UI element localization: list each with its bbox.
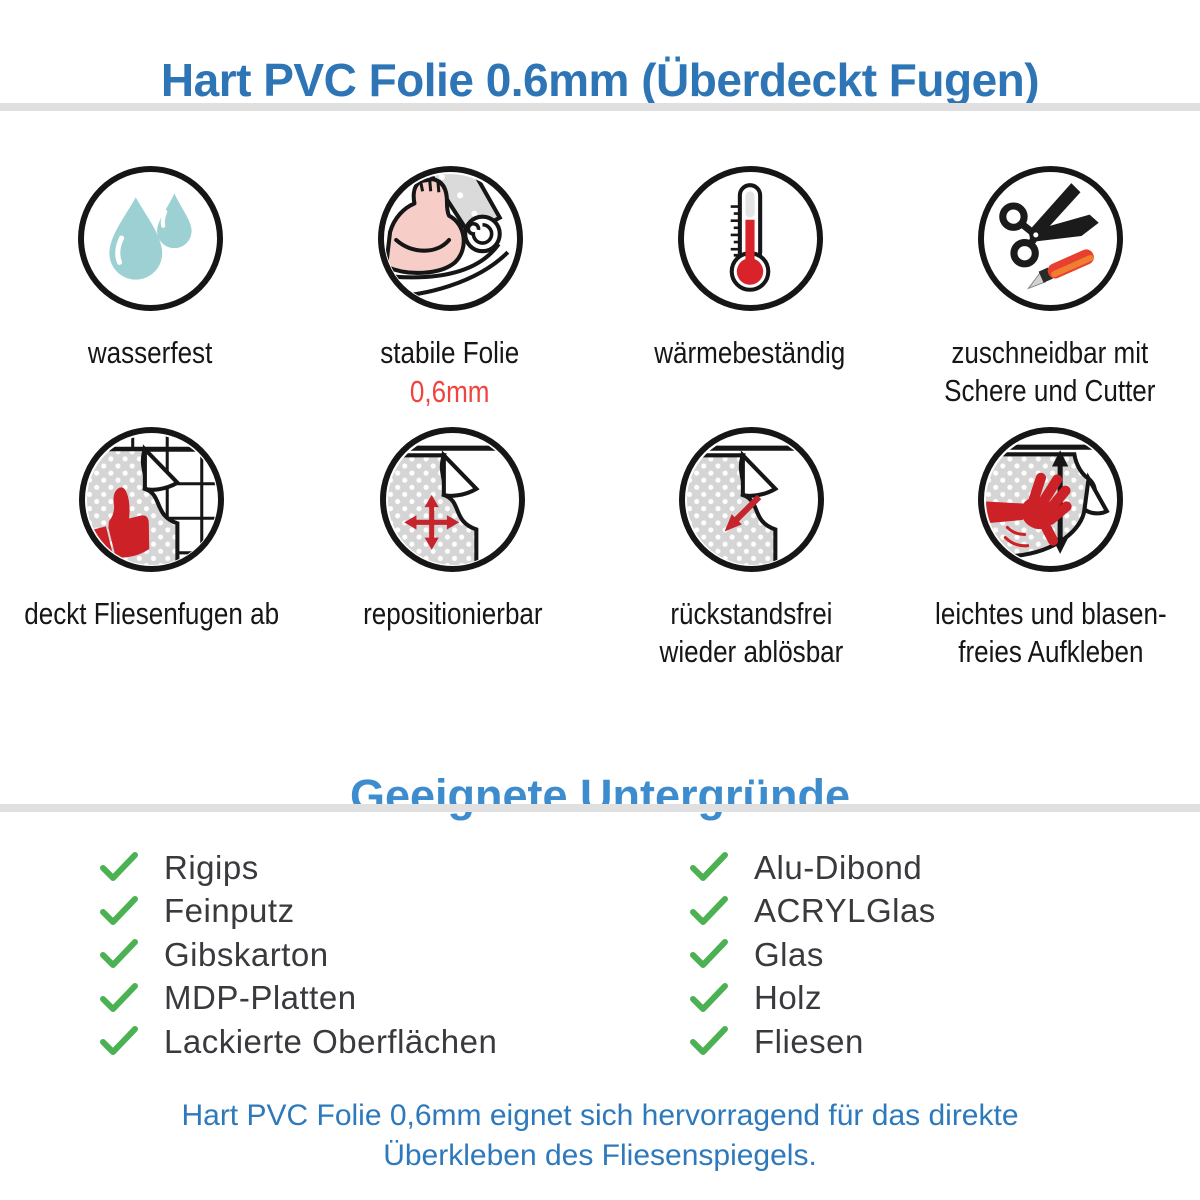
substrates-heading: Geeignete Untergründe <box>349 770 851 822</box>
check-icon <box>690 852 730 883</box>
feature-heat-resistant: wärmebeständig <box>600 166 900 411</box>
list-item: Holz <box>690 977 1170 1021</box>
feature-cuttable: zuschneidbar mit Schere und Cutter <box>900 166 1200 411</box>
scissors-cutter-icon <box>977 166 1123 311</box>
list-item: MDP-Platten <box>100 977 690 1021</box>
list-item-label: Fliesen <box>754 1022 864 1060</box>
list-item-label: Holz <box>754 979 823 1017</box>
water-drops-icon <box>77 166 223 311</box>
feature-row-2: deckt Fliesenfugen ab <box>0 427 1200 671</box>
check-icon <box>100 982 140 1014</box>
list-item-label: Rigips <box>164 848 259 886</box>
page-title: Hart PVC Folie 0.6mm (Überdeckt Fugen) <box>160 53 1040 106</box>
list-item-label: ACRYLGlas <box>754 892 936 930</box>
feature-label: stabile Folie 0,6mm <box>380 335 520 409</box>
feature-residue-free: rückstandsfrei wieder ablösbar <box>602 427 901 671</box>
list-item: Glas <box>690 933 1170 977</box>
feature-covers-joints: deckt Fliesenfugen ab <box>0 427 303 671</box>
substrates-column-right: Alu-Dibond ACRYLGlas Glas Holz Fliesen <box>690 846 1170 1064</box>
list-item-label: Glas <box>754 935 824 973</box>
footer-line-1: Hart PVC Folie 0,6mm eignet sich hervorr… <box>181 1099 1019 1132</box>
substrates-column-left: Rigips Feinputz Gibskarton MDP-Platten L… <box>100 846 690 1064</box>
feature-row-1: wasserfest <box>0 166 1200 411</box>
list-item: Fliesen <box>690 1020 1170 1064</box>
check-icon <box>690 895 730 927</box>
divider <box>0 103 1200 111</box>
divider <box>0 804 1200 812</box>
check-icon <box>690 1026 730 1057</box>
feature-label: rückstandsfrei wieder ablösbar <box>659 596 844 669</box>
thermometer-icon <box>677 166 823 311</box>
check-icon <box>690 939 730 970</box>
feature-label: deckt Fliesenfugen ab <box>24 596 280 631</box>
feature-repositionable: repositionierbar <box>303 427 602 671</box>
check-icon <box>100 895 140 927</box>
footer-note: Hart PVC Folie 0,6mm eignet sich hervorr… <box>0 1096 1200 1176</box>
list-item: Lackierte Oberflächen <box>100 1020 690 1064</box>
hand-smoothing-film-icon <box>978 427 1124 572</box>
move-arrows-film-icon <box>380 427 526 572</box>
substrates-list: Rigips Feinputz Gibskarton MDP-Platten L… <box>0 846 1200 1064</box>
list-item: Rigips <box>100 846 690 890</box>
feature-stable-film: stabile Folie 0,6mm <box>300 166 600 411</box>
list-item: Alu-Dibond <box>690 846 1170 890</box>
check-icon <box>100 1026 140 1057</box>
list-item: ACRYLGlas <box>690 890 1170 934</box>
check-icon <box>100 852 140 883</box>
peel-arrow-film-icon <box>679 427 825 572</box>
muscle-arm-film-roll-icon <box>377 166 523 311</box>
thickness-value: 0,6mm <box>410 374 490 409</box>
list-item: Gibskarton <box>100 933 690 977</box>
list-item: Feinputz <box>100 890 690 934</box>
feature-label: zuschneidbar mit Schere und Cutter <box>944 335 1156 408</box>
feature-label: repositionierbar <box>363 596 543 631</box>
feature-bubble-free: leichtes und blasen- freies Aufkleben <box>901 427 1200 671</box>
footer-line-2: Überkleben des Fliesenspiegels. <box>383 1139 817 1172</box>
feature-label: leichtes und blasen- freies Aufkleben <box>934 596 1167 669</box>
feature-label: wärmebeständig <box>654 335 846 370</box>
thumbs-up-tiles-icon <box>79 427 225 572</box>
feature-waterproof: wasserfest <box>0 166 300 411</box>
list-item-label: Feinputz <box>164 892 295 930</box>
list-item-label: MDP-Platten <box>164 979 357 1017</box>
list-item-label: Lackierte Oberflächen <box>164 1022 498 1060</box>
check-icon <box>100 939 140 970</box>
list-item-label: Gibskarton <box>164 935 329 973</box>
feature-label: wasserfest <box>87 335 213 370</box>
list-item-label: Alu-Dibond <box>754 848 923 886</box>
check-icon <box>690 982 730 1014</box>
